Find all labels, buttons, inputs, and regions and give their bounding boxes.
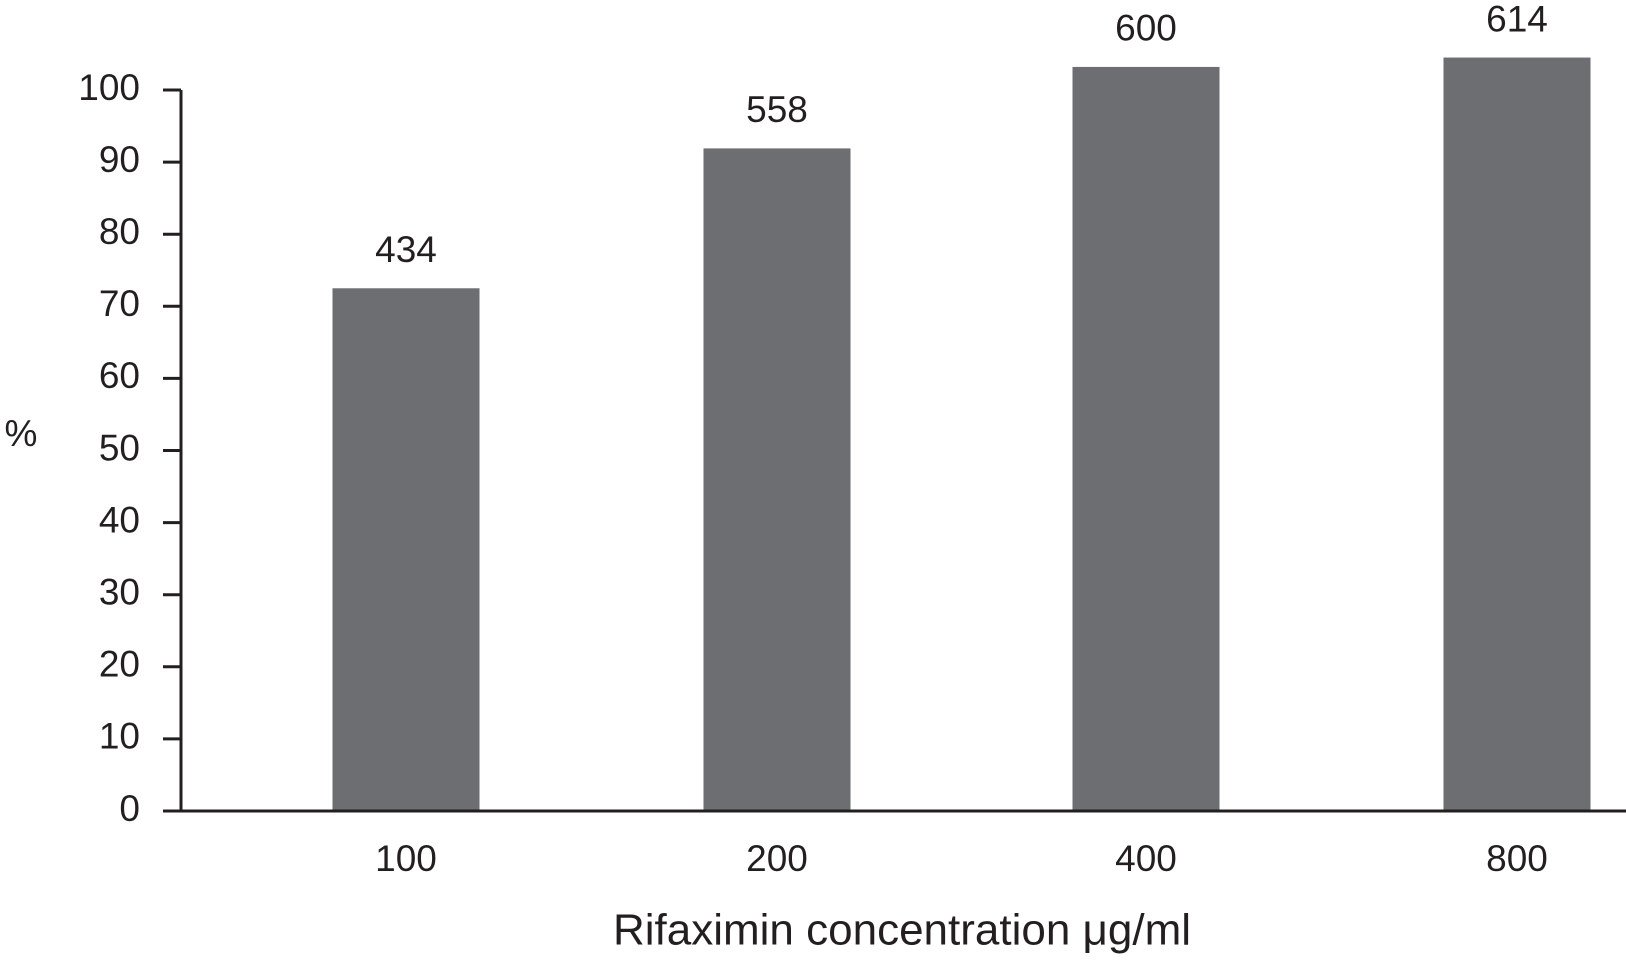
- bar: [1443, 57, 1591, 812]
- y-tick-label: 10: [99, 716, 140, 757]
- x-tick-label: 200: [746, 838, 808, 879]
- y-tick-label: 20: [99, 644, 140, 685]
- y-tick-label: 50: [99, 427, 140, 468]
- bar: [332, 288, 480, 811]
- y-tick-label: 100: [78, 67, 140, 108]
- bar-count-label: 614: [1486, 0, 1548, 39]
- bar-count-label: 600: [1115, 8, 1177, 49]
- x-tick-label: 100: [375, 838, 437, 879]
- x-tick-label: 400: [1115, 838, 1177, 879]
- x-tick-label: 800: [1486, 838, 1548, 879]
- y-tick-label: 80: [99, 211, 140, 252]
- y-tick-label: 90: [99, 139, 140, 180]
- y-tick-label: 0: [119, 788, 140, 829]
- bar: [1072, 66, 1220, 812]
- bar-count-label: 434: [375, 229, 437, 270]
- bar-count-label: 558: [746, 89, 808, 130]
- y-tick-label: 70: [99, 283, 140, 324]
- y-tick-label: 30: [99, 571, 140, 612]
- x-axis-label: Rifaximin concentration μg/ml: [613, 906, 1191, 955]
- y-tick-label: 60: [99, 355, 140, 396]
- y-tick-label: 40: [99, 499, 140, 540]
- bar: [703, 148, 851, 811]
- y-axis-label: %: [5, 413, 38, 454]
